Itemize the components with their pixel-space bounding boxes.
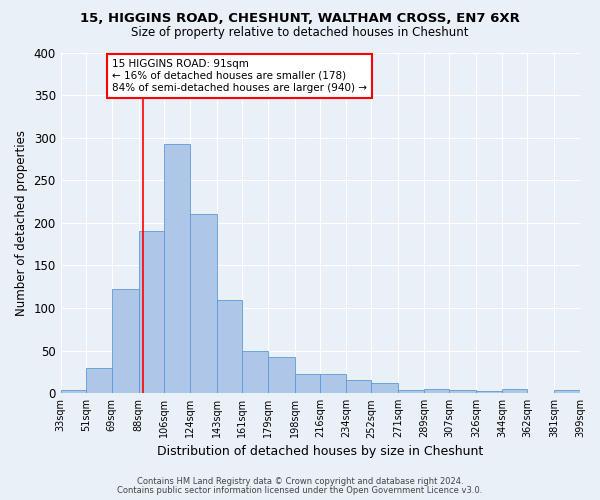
Bar xyxy=(398,390,424,393)
Bar xyxy=(502,389,527,393)
Bar xyxy=(424,389,449,393)
Text: Contains public sector information licensed under the Open Government Licence v3: Contains public sector information licen… xyxy=(118,486,482,495)
Bar xyxy=(554,390,580,393)
Bar xyxy=(217,300,242,393)
Text: Contains HM Land Registry data © Crown copyright and database right 2024.: Contains HM Land Registry data © Crown c… xyxy=(137,477,463,486)
Bar xyxy=(190,214,217,393)
Bar xyxy=(139,232,164,393)
Bar xyxy=(449,390,476,393)
Y-axis label: Number of detached properties: Number of detached properties xyxy=(15,130,28,316)
Bar xyxy=(61,390,86,393)
Bar xyxy=(164,144,190,393)
Bar xyxy=(268,356,295,393)
Bar xyxy=(371,383,398,393)
Bar xyxy=(86,368,112,393)
Text: 15, HIGGINS ROAD, CHESHUNT, WALTHAM CROSS, EN7 6XR: 15, HIGGINS ROAD, CHESHUNT, WALTHAM CROS… xyxy=(80,12,520,26)
Bar xyxy=(320,374,346,393)
Text: Size of property relative to detached houses in Cheshunt: Size of property relative to detached ho… xyxy=(131,26,469,39)
Bar xyxy=(112,290,139,393)
Bar xyxy=(242,350,268,393)
Bar xyxy=(346,380,371,393)
X-axis label: Distribution of detached houses by size in Cheshunt: Distribution of detached houses by size … xyxy=(157,444,484,458)
Text: 15 HIGGINS ROAD: 91sqm
← 16% of detached houses are smaller (178)
84% of semi-de: 15 HIGGINS ROAD: 91sqm ← 16% of detached… xyxy=(112,60,367,92)
Bar xyxy=(295,374,320,393)
Bar xyxy=(476,392,502,393)
